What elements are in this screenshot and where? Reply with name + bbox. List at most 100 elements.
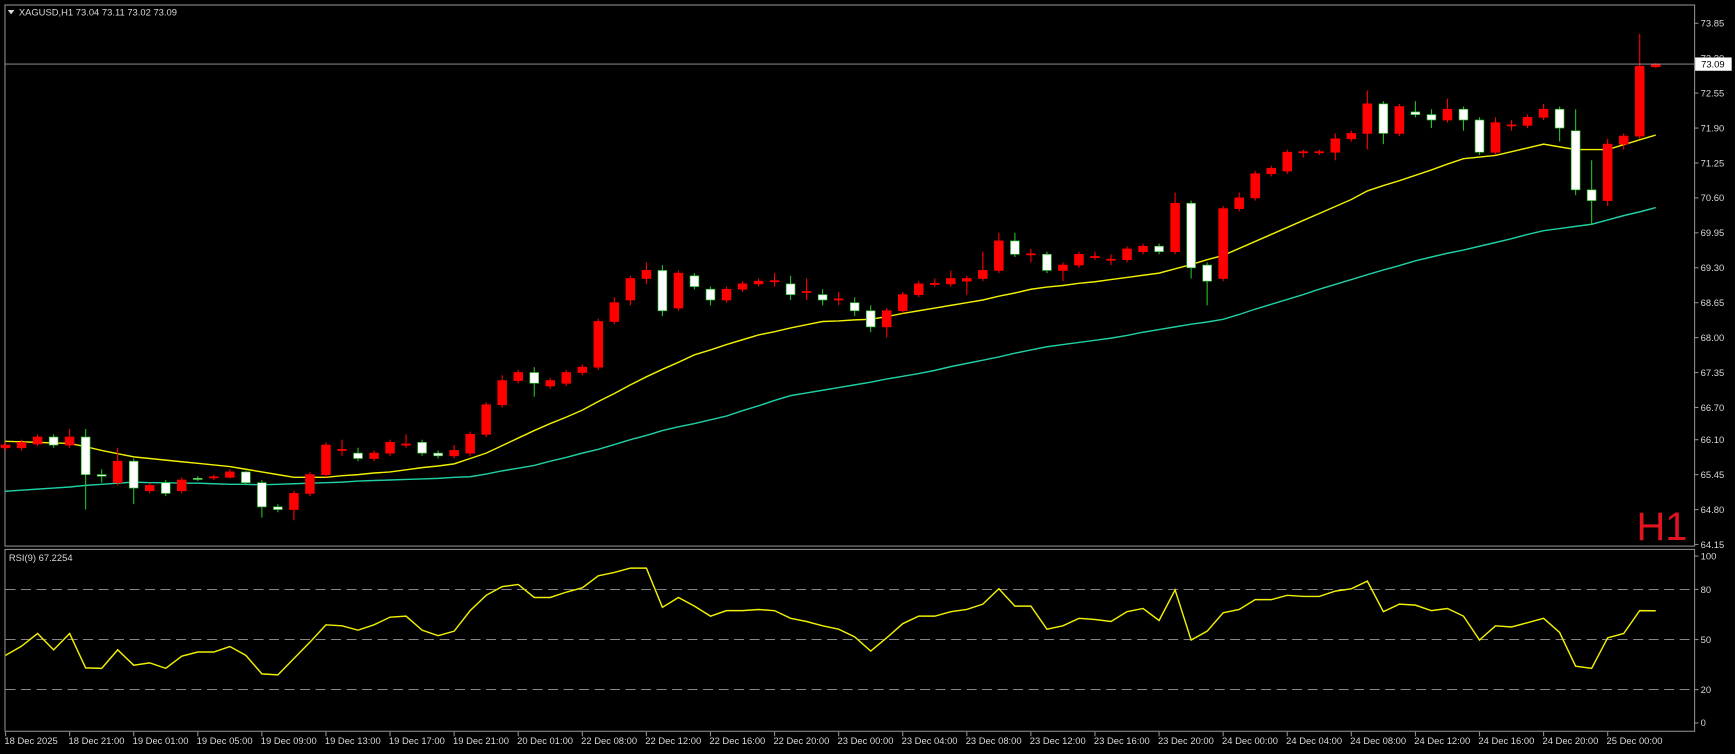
y-tick-label: 67.35: [1701, 367, 1725, 378]
candle-body: [1522, 116, 1533, 126]
candle-body: [705, 288, 716, 301]
candle-body: [112, 460, 123, 484]
x-tick-label: 24 Dec 00:00: [1222, 735, 1278, 746]
candle-body: [881, 310, 892, 328]
x-tick-label: 25 Dec 00:00: [1607, 735, 1663, 746]
candle-body: [1218, 208, 1228, 279]
candle-body: [1298, 151, 1309, 154]
candle-body: [193, 478, 203, 480]
candle-body: [1458, 108, 1469, 121]
candle-body: [897, 294, 908, 312]
candle-body: [144, 485, 155, 492]
candle-body: [160, 482, 171, 494]
y-tick-label: 73.85: [1701, 18, 1725, 29]
candle-body: [1378, 103, 1389, 134]
timeframe-watermark: H1: [1636, 505, 1687, 549]
y-tick-label: 66.70: [1701, 402, 1725, 413]
candle-body: [753, 280, 764, 285]
candle-body: [1266, 168, 1276, 175]
candle-body: [32, 436, 43, 445]
candle-body: [1474, 119, 1485, 153]
candle-body: [1154, 245, 1164, 252]
x-tick-label: 24 Dec 16:00: [1478, 735, 1534, 746]
candle-body: [785, 283, 796, 295]
candle-body: [481, 404, 491, 435]
candle-body: [545, 380, 556, 387]
candle-body: [465, 433, 475, 454]
candle-body: [1202, 264, 1212, 282]
candle-body: [1234, 197, 1244, 209]
y-tick-label: 64.80: [1701, 504, 1725, 515]
candle-body: [369, 452, 379, 459]
candle-body: [48, 436, 59, 446]
candle-body: [96, 474, 107, 477]
y-tick-label: 0: [1701, 717, 1706, 728]
candle-body: [849, 302, 860, 312]
moving-average: [5, 206, 1656, 492]
candle-body: [721, 288, 732, 301]
candle-body: [833, 298, 844, 301]
x-tick-label: 23 Dec 08:00: [966, 735, 1022, 746]
chart-title: XAGUSD,H1 73.04 73.11 73.02 73.09: [19, 7, 177, 18]
x-tick-label: 19 Dec 05:00: [197, 735, 253, 746]
menu-triangle[interactable]: [7, 9, 15, 15]
candle-body: [801, 291, 812, 293]
x-tick-label: 19 Dec 13:00: [325, 735, 381, 746]
candle-body: [577, 366, 588, 373]
x-tick-label: 24 Dec 08:00: [1350, 735, 1406, 746]
candle-body: [737, 283, 748, 290]
candle-body: [1586, 189, 1597, 201]
y-tick-label: 69.30: [1701, 262, 1725, 273]
plot-layer: 73.8573.2072.5571.9071.2570.6069.9569.30…: [0, 18, 1732, 746]
candle-body: [1186, 202, 1196, 269]
rsi-panel-border: [4, 548, 1696, 732]
candle-body: [1362, 103, 1373, 134]
x-tick-label: 18 Dec 21:00: [69, 735, 125, 746]
candle-body: [289, 493, 299, 510]
x-tick-label: 23 Dec 16:00: [1094, 735, 1150, 746]
x-tick-label: 19 Dec 21:00: [453, 735, 509, 746]
y-tick-label: 68.65: [1701, 297, 1725, 308]
candle-body: [769, 280, 780, 283]
candle-body: [177, 479, 187, 492]
candle-body: [913, 283, 924, 295]
candle-body: [994, 240, 1004, 271]
last-price-label: 73.09: [1701, 58, 1725, 69]
candle-body: [817, 294, 828, 301]
x-tick-label: 24 Dec 04:00: [1286, 735, 1342, 746]
y-tick-label: 71.25: [1701, 157, 1725, 168]
candle-body: [978, 270, 988, 279]
candle-body: [449, 450, 459, 457]
x-tick-label: 19 Dec 09:00: [261, 735, 317, 746]
candle-body: [128, 460, 139, 489]
candle-body: [1602, 143, 1613, 201]
candle-body: [1042, 253, 1052, 271]
candle-body: [561, 372, 572, 384]
candle-body: [1250, 173, 1260, 199]
candle-body: [1170, 202, 1180, 252]
y-tick-label: 72.55: [1701, 87, 1725, 98]
candle-body: [497, 380, 507, 406]
y-tick-label: 71.90: [1701, 122, 1725, 133]
candle-body: [1090, 256, 1100, 258]
candle-body: [1282, 151, 1293, 172]
candle-body: [1314, 151, 1325, 154]
y-tick-label: 50: [1701, 634, 1711, 645]
candle-body: [946, 278, 956, 285]
x-tick-label: 23 Dec 20:00: [1158, 735, 1214, 746]
x-tick-label: 22 Dec 12:00: [645, 735, 701, 746]
candle-body: [513, 372, 523, 381]
x-tick-label: 23 Dec 04:00: [902, 735, 958, 746]
candle-body: [1394, 106, 1405, 134]
candle-body: [417, 442, 427, 454]
x-tick-label: 20 Dec 01:00: [517, 735, 573, 746]
y-tick-label: 65.45: [1701, 469, 1725, 480]
candle-body: [1570, 130, 1581, 191]
candle-body: [593, 321, 604, 368]
candle-body: [1026, 253, 1036, 256]
candle-body: [385, 442, 395, 454]
candle-body: [353, 452, 363, 459]
candle-body: [257, 482, 267, 508]
